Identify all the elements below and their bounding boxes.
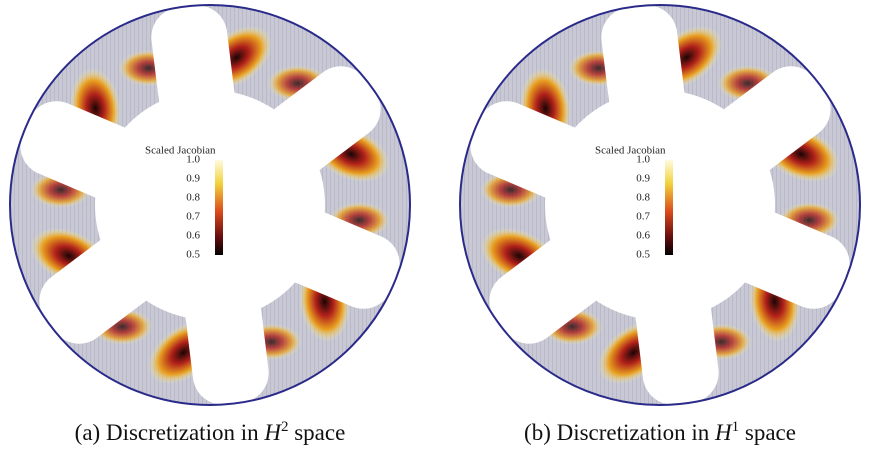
colorbar-tick-label: 0.9 xyxy=(636,173,650,185)
colorbar-tick-label: 0.9 xyxy=(186,173,200,185)
caption-text: Discretization in xyxy=(557,420,710,445)
caption-text: Discretization in xyxy=(106,420,259,445)
colorbar-title: Scaled Jacobian xyxy=(595,145,666,157)
caption-label: (b) xyxy=(524,420,551,445)
colorbar-tick-label: 1.0 xyxy=(636,154,650,166)
caption-symbol: H xyxy=(263,420,282,445)
colorbar-tick-label: 0.5 xyxy=(186,249,200,261)
caption-exponent: 1 xyxy=(732,419,740,435)
caption: (b) Discretization in H1 space xyxy=(524,411,796,445)
colorbar-tick-label: 1.0 xyxy=(186,154,200,166)
colorbar-tick-label: 0.7 xyxy=(636,211,650,223)
colorbar-tick-label: 0.6 xyxy=(186,230,200,242)
colorbar-tick-label: 0.7 xyxy=(186,211,200,223)
caption: (a) Discretization in H2 space xyxy=(75,411,346,445)
colorbar-tick-label: 0.6 xyxy=(636,230,650,242)
colorbar-tick-label: 0.8 xyxy=(636,192,650,204)
colorbar-tick-label: 0.8 xyxy=(186,192,200,204)
caption-suffix: space xyxy=(294,420,345,445)
colorbar-tick-label: 0.5 xyxy=(636,249,650,261)
caption-symbol: H xyxy=(714,420,733,445)
caption-label: (a) xyxy=(75,420,101,445)
caption-exponent: 2 xyxy=(281,419,289,435)
colorbar xyxy=(215,160,223,255)
caption-suffix: space xyxy=(745,420,796,445)
colorbar-title: Scaled Jacobian xyxy=(145,145,216,157)
colorbar xyxy=(665,160,673,255)
figure: Scaled Jacobian1.00.90.80.70.60.5(a) Dis… xyxy=(0,0,870,452)
